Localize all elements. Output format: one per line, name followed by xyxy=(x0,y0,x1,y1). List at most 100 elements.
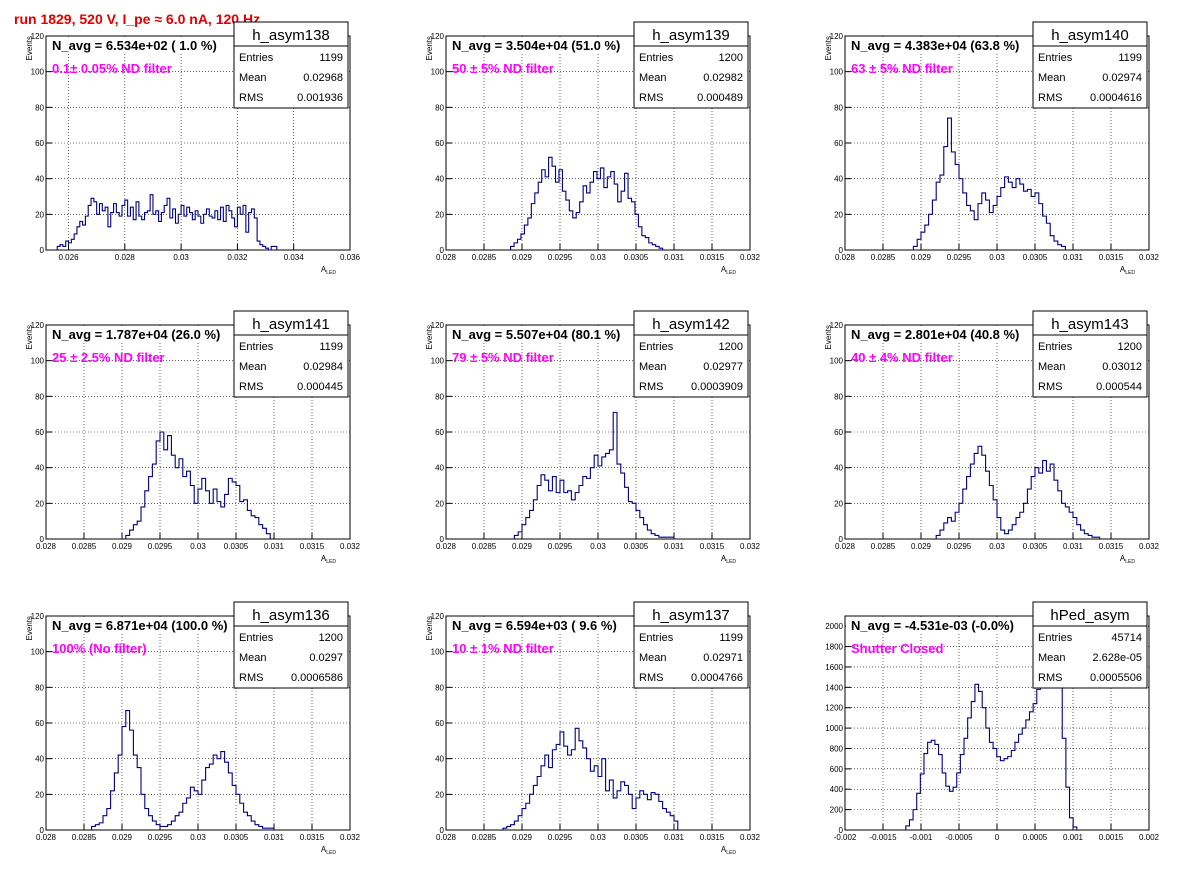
histogram-series xyxy=(56,194,278,251)
x-tick-label: 0.032 xyxy=(227,253,248,262)
x-tick-label: 0.031 xyxy=(664,833,685,842)
stats-mean-value: 0.02984 xyxy=(303,361,343,373)
y-tick-label: 1000 xyxy=(825,724,843,733)
x-axis-label: ALED xyxy=(1120,265,1135,276)
stats-mean-value: 0.02971 xyxy=(703,652,743,664)
navg-label: N_avg = 1.787e+04 (26.0 %) xyxy=(52,327,220,342)
x-tick-label: 0.0295 xyxy=(548,542,573,551)
y-tick-label: 40 xyxy=(435,175,444,184)
navg-box xyxy=(47,326,257,343)
x-axis-label: ALED xyxy=(321,554,336,565)
stats-title-box xyxy=(233,21,349,47)
x-axis-label: ALED xyxy=(1120,554,1135,565)
histogram-panel-h_asym142: 0.028 0.0285 0.029 0.0295 0.03 0.0305 0.031 0.0… xyxy=(425,310,761,565)
x-tick-label: 0.0305 xyxy=(624,833,649,842)
stats-entries-label: Entries xyxy=(239,341,274,353)
x-tick-label: 0.032 xyxy=(1139,253,1160,262)
histogram-panel-h_asym137: 0.028 0.0285 0.029 0.0295 0.03 0.0305 0.031 0.0… xyxy=(425,601,761,856)
stats-entries-label: Entries xyxy=(1038,341,1073,353)
x-axis-label-main: A xyxy=(1120,554,1126,563)
x-tick-label: 0.031 xyxy=(1063,542,1084,551)
histogram-series xyxy=(125,431,271,539)
y-axis-label: Events xyxy=(824,36,833,60)
y-tick-label: 1400 xyxy=(825,683,843,692)
x-axis-label-subscript: LED xyxy=(1125,270,1135,276)
x-tick-label: 0.0005 xyxy=(1023,833,1048,842)
stats-entries-value: 1200 xyxy=(719,341,743,353)
x-tick-label: 0.03 xyxy=(590,542,606,551)
x-axis-label-subscript: LED xyxy=(726,850,736,856)
y-tick-label: 60 xyxy=(834,139,843,148)
stats-rms-label: RMS xyxy=(239,92,263,104)
x-tick-label: 0.0285 xyxy=(472,542,497,551)
stats-rms-value: 0.000489 xyxy=(697,92,743,104)
y-tick-label: 40 xyxy=(35,755,44,764)
x-tick-label: 0.03 xyxy=(190,833,206,842)
filter-label: 0.1± 0.05% ND filter xyxy=(52,61,172,76)
stats-mean-value: 0.02977 xyxy=(703,361,743,373)
stats-mean-label: Mean xyxy=(1038,72,1066,84)
stats-entries-value: 1199 xyxy=(319,341,343,353)
y-tick-label: 20 xyxy=(35,499,44,508)
histogram-panel-h_asym143: 0.028 0.0285 0.029 0.0295 0.03 0.0305 0.031 0.0… xyxy=(824,310,1160,565)
y-tick-label: 2000 xyxy=(825,622,843,631)
x-axis-label-main: A xyxy=(721,554,727,563)
x-tick-label: 0.0285 xyxy=(472,253,497,262)
histogram-name: h_asym141 xyxy=(252,316,330,333)
stats-title-box xyxy=(633,601,749,627)
stats-box xyxy=(233,625,349,689)
navg-label: N_avg = 3.504e+04 (51.0 %) xyxy=(452,38,620,53)
y-tick-label: 0 xyxy=(839,535,844,544)
y-tick-label: 40 xyxy=(435,464,444,473)
histogram-panel-h_asym139: 0.028 0.0285 0.029 0.0295 0.03 0.0305 0.031 0.0… xyxy=(425,21,761,276)
histogram-series xyxy=(502,727,679,830)
stats-entries-value: 1200 xyxy=(319,632,343,644)
y-tick-label: 1200 xyxy=(825,704,843,713)
stats-mean-label: Mean xyxy=(239,72,267,84)
x-tick-label: 0.029 xyxy=(112,833,133,842)
stats-box xyxy=(1032,625,1148,689)
x-axis-label-main: A xyxy=(321,265,327,274)
x-tick-label: 0.0295 xyxy=(148,833,173,842)
filter-label: 79 ± 5% ND filter xyxy=(452,350,554,365)
stats-rms-label: RMS xyxy=(1038,92,1062,104)
y-tick-label: 120 xyxy=(31,32,45,41)
x-tick-label: 0.0305 xyxy=(224,542,249,551)
stats-rms-value: 0.0004766 xyxy=(691,672,743,684)
x-tick-label: 0.036 xyxy=(340,253,361,262)
x-axis-label-main: A xyxy=(721,845,727,854)
y-tick-label: 80 xyxy=(435,103,444,112)
x-tick-label: 0.0315 xyxy=(300,542,325,551)
y-tick-label: 80 xyxy=(435,392,444,401)
x-axis-label-main: A xyxy=(721,265,727,274)
stats-rms-label: RMS xyxy=(639,92,663,104)
x-axis-label: ALED xyxy=(721,554,736,565)
histogram-name: hPed_asym xyxy=(1050,607,1129,624)
y-tick-label: 80 xyxy=(35,392,44,401)
x-axis-label-subscript: LED xyxy=(326,270,336,276)
stats-rms-value: 0.000445 xyxy=(297,381,343,393)
navg-label: N_avg = 6.534e+02 ( 1.0 %) xyxy=(52,38,217,53)
y-tick-label: 100 xyxy=(31,648,45,657)
x-tick-label: 0.0285 xyxy=(871,253,896,262)
navg-box xyxy=(447,37,657,54)
histogram-name: h_asym136 xyxy=(252,607,330,624)
stats-title-box xyxy=(233,310,349,336)
filter-label: 25 ± 2.5% ND filter xyxy=(52,350,165,365)
x-tick-label: 0.0315 xyxy=(300,833,325,842)
stats-mean-value: 0.03012 xyxy=(1102,361,1142,373)
filter-label: 10 ± 1% ND filter xyxy=(452,641,554,656)
filter-label: 100% (No filter) xyxy=(52,641,147,656)
histogram-panel-h_asym141: 0.028 0.0285 0.029 0.0295 0.03 0.0305 0.031 0.0… xyxy=(25,310,361,565)
histogram-series xyxy=(912,117,1066,250)
y-tick-label: 60 xyxy=(35,719,44,728)
y-tick-label: 800 xyxy=(830,744,844,753)
stats-rms-value: 0.0006586 xyxy=(291,672,343,684)
x-tick-label: 0.032 xyxy=(740,542,761,551)
navg-label: N_avg = 6.871e+04 (100.0 %) xyxy=(52,618,228,633)
stats-mean-value: 0.02968 xyxy=(303,72,343,84)
y-axis-label: Events xyxy=(25,36,34,60)
x-tick-label: 0.0285 xyxy=(72,542,97,551)
stats-rms-value: 0.001936 xyxy=(297,92,343,104)
